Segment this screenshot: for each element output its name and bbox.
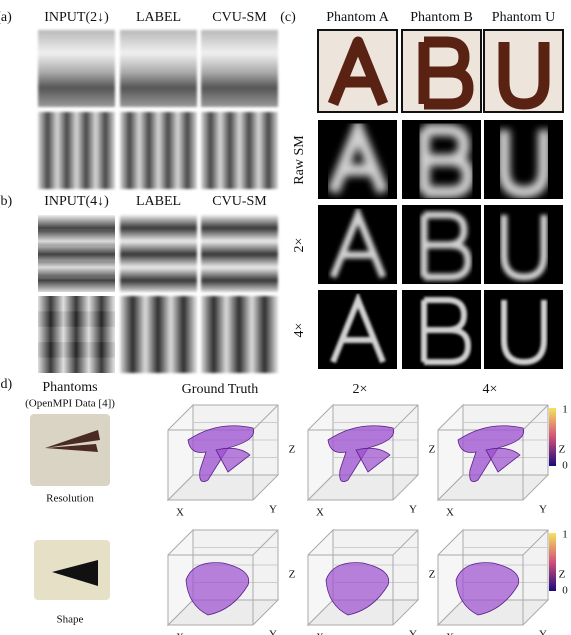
volume-plot [438,405,548,500]
image-tile [120,215,197,292]
image-tile [201,296,278,373]
label: 2× [353,382,368,397]
label: X [176,507,184,519]
colorbar [549,533,556,591]
label: X [316,507,324,519]
label: Y [539,504,547,516]
label: (d) [0,377,12,392]
label: 0 [562,585,568,597]
label: INPUT(2↓) [44,10,109,25]
pixel-overlay [38,296,115,311]
label: LABEL [136,10,181,25]
label: Phantom B [410,10,473,25]
label: 1 [562,404,568,416]
label: Z [559,569,566,581]
label: X [446,507,454,519]
colorbar [549,408,556,466]
volume-plot [168,405,278,500]
label: (b) [0,194,12,209]
label: (OpenMPI Data [4]) [25,398,115,410]
volume-plot [308,405,418,500]
label: Ground Truth [182,382,259,397]
image-tile [201,112,278,189]
image-tile [120,296,197,373]
phantom-photo [30,414,110,486]
label: Phantom A [326,10,390,25]
image-tile [201,215,278,292]
image-tile [120,112,197,189]
figure: (a) INPUT(2↓) LABEL CVU-SM (b) INPUT(4↓) LABEL… [0,0,571,635]
label: 4× [483,382,498,397]
image-tile [38,112,115,189]
label: Raw SM [292,135,307,185]
label: Z [429,569,436,581]
label: CVU-SM [212,194,267,209]
pixel-overlay [38,261,115,276]
label: Y [409,504,417,516]
label: Y [269,504,277,516]
label: (a) [0,10,12,25]
volume-plot [168,530,278,625]
volume-plot [308,530,418,625]
pixel-overlay [38,246,115,261]
label: (c) [280,10,296,25]
label: Z [559,444,566,456]
label: CVU-SM [212,10,267,25]
label: 2× [292,238,307,253]
label: Phantoms [42,380,97,395]
reconstruction [484,205,563,284]
label: X [176,632,184,635]
pixel-overlay [38,277,115,292]
label: Z [289,444,296,456]
label: Z [429,444,436,456]
pixel-overlay [38,230,115,245]
pixel-overlay [38,342,115,357]
label: 4× [292,323,307,338]
label: Z [289,569,296,581]
label: Y [269,629,277,635]
pixel-overlay [38,327,115,342]
volume-plot [438,530,548,625]
pixel-overlay [38,215,115,230]
label: Y [409,629,417,635]
label: Resolution [46,493,94,505]
label: X [446,632,454,635]
image-tile [201,30,278,107]
label: X [316,632,324,635]
pixel-overlay [38,311,115,326]
pixel-overlay [38,358,115,373]
reconstruction [484,290,563,369]
label: Phantom U [492,10,555,25]
label: Shape [57,614,84,626]
image-tile [120,30,197,107]
label: 1 [562,529,568,541]
label: INPUT(4↓) [44,194,109,209]
image-tile [38,30,115,107]
label: LABEL [136,194,181,209]
label: Y [539,629,547,635]
label: 0 [562,460,568,472]
